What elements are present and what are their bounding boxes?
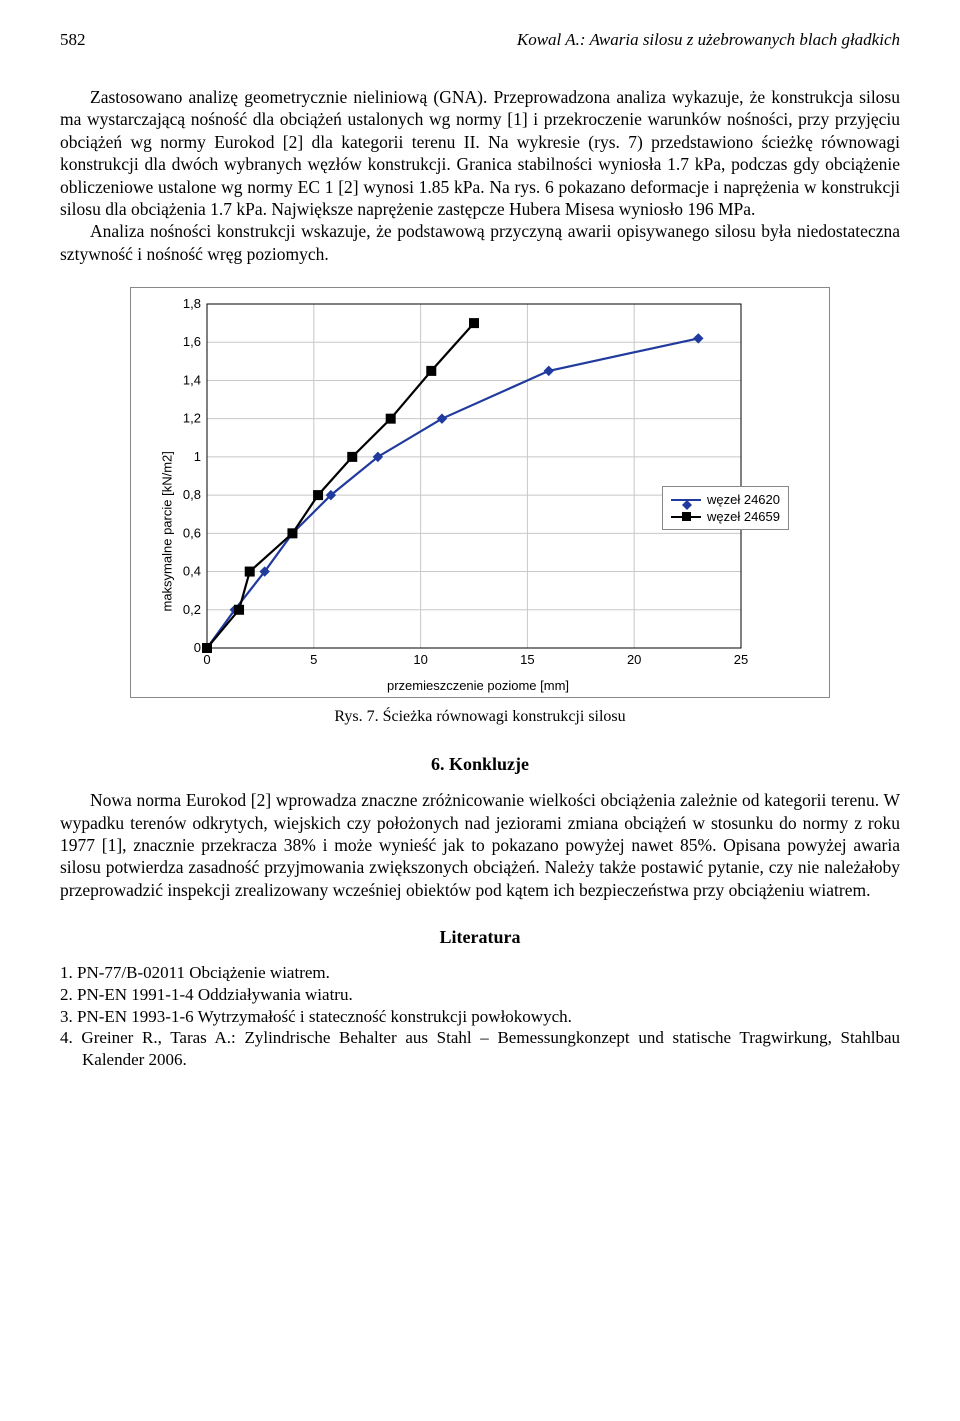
legend-item: węzeł 24620 bbox=[671, 491, 780, 508]
paragraph-1: Zastosowano analizę geometrycznie nielin… bbox=[60, 86, 900, 220]
section-heading-conclusions: 6. Konkluzje bbox=[60, 754, 900, 775]
chart-legend: węzeł 24620 węzeł 24659 bbox=[662, 486, 789, 530]
svg-text:0: 0 bbox=[194, 640, 201, 655]
svg-text:0,2: 0,2 bbox=[183, 602, 201, 617]
body-text-block: Zastosowano analizę geometrycznie nielin… bbox=[60, 86, 900, 265]
svg-text:20: 20 bbox=[627, 652, 641, 667]
svg-text:15: 15 bbox=[520, 652, 534, 667]
conclusions-text-block: Nowa norma Eurokod [2] wprowadza znaczne… bbox=[60, 789, 900, 901]
svg-text:1,8: 1,8 bbox=[183, 296, 201, 311]
running-title: Kowal A.: Awaria silosu z użebrowanych b… bbox=[517, 30, 900, 50]
legend-item: węzeł 24659 bbox=[671, 508, 780, 525]
reference-item: 3. PN-EN 1993-1-6 Wytrzymałość i statecz… bbox=[60, 1006, 900, 1028]
running-header: 582 Kowal A.: Awaria silosu z użebrowany… bbox=[60, 30, 900, 50]
section-heading-literature: Literatura bbox=[60, 927, 900, 948]
reference-item: 2. PN-EN 1991-1-4 Oddziaływania wiatru. bbox=[60, 984, 900, 1006]
chart-container: ścieżka równowagi maksymalne parcie [kN/… bbox=[130, 287, 830, 698]
chart-xaxis-label: przemieszczenie poziome [mm] bbox=[137, 676, 819, 693]
svg-text:1,6: 1,6 bbox=[183, 334, 201, 349]
svg-text:1,4: 1,4 bbox=[183, 373, 201, 388]
chart-frame: ścieżka równowagi maksymalne parcie [kN/… bbox=[130, 287, 830, 698]
svg-text:1: 1 bbox=[194, 449, 201, 464]
page-number: 582 bbox=[60, 30, 86, 50]
svg-text:0,6: 0,6 bbox=[183, 525, 201, 540]
svg-text:25: 25 bbox=[734, 652, 748, 667]
svg-text:5: 5 bbox=[310, 652, 317, 667]
chart-yaxis-label-col: maksymalne parcie [kN/m2] bbox=[137, 296, 159, 676]
page: 582 Kowal A.: Awaria silosu z użebrowany… bbox=[0, 0, 960, 1111]
figure-caption: Rys. 7. Ścieżka równowagi konstrukcji si… bbox=[60, 708, 900, 726]
svg-text:0: 0 bbox=[203, 652, 210, 667]
reference-item: 1. PN-77/B-02011 Obciążenie wiatrem. bbox=[60, 962, 900, 984]
legend-label: węzeł 24659 bbox=[707, 509, 780, 524]
svg-text:0,4: 0,4 bbox=[183, 564, 201, 579]
svg-text:10: 10 bbox=[413, 652, 427, 667]
svg-text:1,2: 1,2 bbox=[183, 411, 201, 426]
references-list: 1. PN-77/B-02011 Obciążenie wiatrem.2. P… bbox=[60, 962, 900, 1071]
conclusions-paragraph: Nowa norma Eurokod [2] wprowadza znaczne… bbox=[60, 789, 900, 901]
legend-label: węzeł 24620 bbox=[707, 492, 780, 507]
svg-text:0,8: 0,8 bbox=[183, 487, 201, 502]
paragraph-2: Analiza nośności konstrukcji wskazuje, ż… bbox=[60, 220, 900, 265]
reference-item: 4. Greiner R., Taras A.: Zylindrische Be… bbox=[60, 1027, 900, 1071]
